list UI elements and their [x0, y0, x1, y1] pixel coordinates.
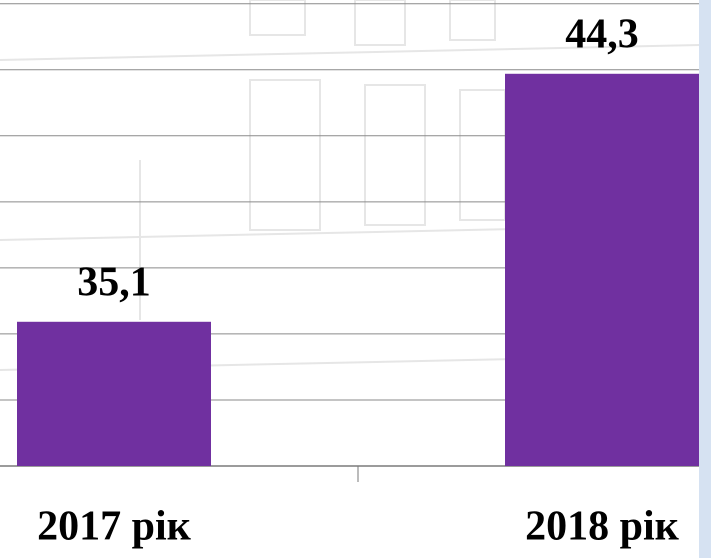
bar: [17, 321, 211, 466]
value-label: 35,1: [77, 259, 151, 305]
value-label: 44,3: [565, 11, 639, 57]
edge-strip: [699, 0, 711, 558]
x-tick-label: 2018 рік: [525, 504, 680, 550]
bar: [505, 73, 699, 467]
x-tick-label: 2017 рік: [37, 504, 192, 550]
